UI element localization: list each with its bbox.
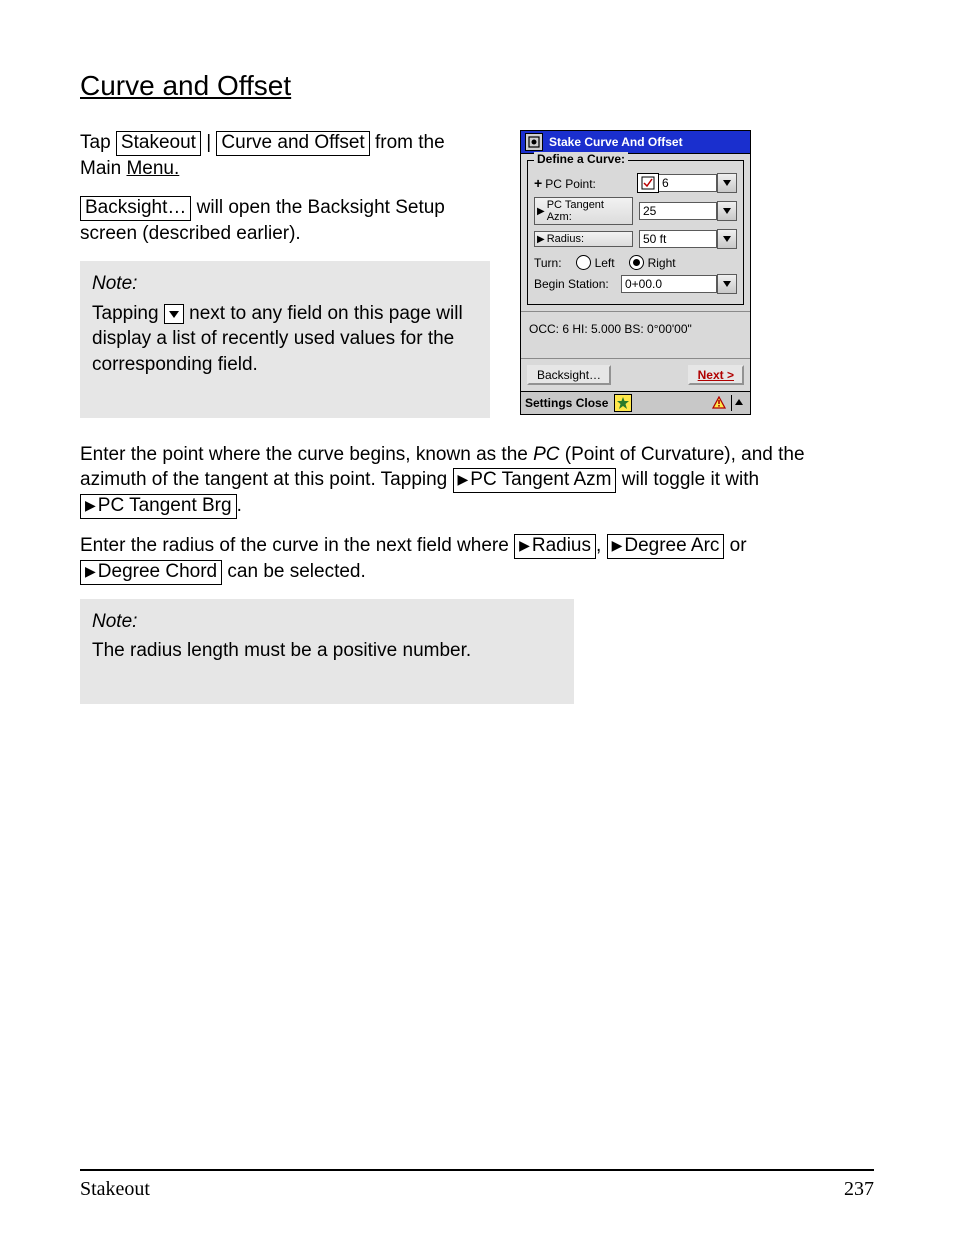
- pc-point-label: +PC Point:: [534, 175, 631, 191]
- pc-e: .: [237, 495, 242, 516]
- backsight-paragraph: Backsight… will open the Backsight Setup…: [80, 195, 490, 246]
- pc-point-dropdown[interactable]: [717, 173, 737, 193]
- radius-row: ▶Radius:: [534, 229, 737, 249]
- bottom-bar: Settings Close: [521, 391, 750, 414]
- up-arrow-icon[interactable]: [731, 395, 746, 411]
- backsight-button[interactable]: Backsight…: [527, 365, 611, 385]
- footer-buttons: Backsight… Next >: [521, 358, 750, 391]
- begin-station-label: Begin Station:: [534, 277, 615, 291]
- pc-tangent-brg-button[interactable]: ▶PC Tangent Brg: [80, 494, 237, 519]
- intro-text-a: Tap: [80, 132, 116, 153]
- radius-paragraph: Enter the radius of the curve in the nex…: [80, 533, 874, 585]
- pc-d: will toggle it with: [622, 469, 759, 490]
- window-title: Stake Curve And Offset: [549, 135, 683, 149]
- pc-b: PC: [533, 444, 565, 465]
- warning-icon[interactable]: [711, 395, 727, 411]
- radius-input[interactable]: [639, 230, 717, 248]
- left-column: Tap Stakeout | Curve and Offset from the…: [80, 130, 490, 432]
- pc-paragraph: Enter the point where the curve begins, …: [80, 442, 874, 519]
- status-line: OCC: 6 HI: 5.000 BS: 0°00'00": [521, 311, 750, 358]
- screenshot-panel: Stake Curve And Offset Define a Curve: +…: [520, 130, 751, 432]
- star-icon[interactable]: [614, 394, 632, 412]
- dropdown-icon[interactable]: [164, 304, 184, 324]
- page-title: Curve and Offset: [80, 70, 874, 102]
- radius-button[interactable]: ▶Radius: [514, 534, 596, 559]
- r-c: or: [724, 535, 746, 556]
- stakeout-button[interactable]: Stakeout: [116, 131, 201, 156]
- radius-toggle[interactable]: ▶Radius:: [534, 231, 633, 247]
- note1-title: Note:: [92, 271, 478, 297]
- intro-paragraph: Tap Stakeout | Curve and Offset from the…: [80, 130, 490, 181]
- page-footer: Stakeout 237: [80, 1178, 874, 1201]
- settings-link[interactable]: Settings: [525, 396, 572, 410]
- degree-chord-button[interactable]: ▶Degree Chord: [80, 560, 222, 585]
- group-legend: Define a Curve:: [534, 152, 628, 166]
- footer-rule: [80, 1169, 874, 1171]
- begin-station-row: Begin Station:: [534, 274, 737, 294]
- note2-text: The radius length must be a positive num…: [92, 640, 471, 661]
- pc-azm-input[interactable]: [639, 202, 717, 220]
- note-box-2: Note: The radius length must be a positi…: [80, 599, 574, 704]
- footer-right: 237: [844, 1178, 874, 1201]
- pc-a: Enter the point where the curve begins, …: [80, 444, 533, 465]
- next-button[interactable]: Next >: [688, 365, 744, 385]
- curve-and-offset-button[interactable]: Curve and Offset: [216, 131, 369, 156]
- degree-arc-button[interactable]: ▶Degree Arc: [607, 534, 725, 559]
- window-icon: [525, 133, 543, 151]
- note-box-1: Note: Tapping next to any field on this …: [80, 261, 490, 418]
- map-picker-icon[interactable]: [637, 173, 659, 193]
- backsight-button-ref[interactable]: Backsight…: [80, 196, 191, 221]
- footer-left: Stakeout: [80, 1178, 150, 1201]
- begin-station-dropdown[interactable]: [717, 274, 737, 294]
- intro-pipe: |: [206, 132, 216, 153]
- r-d: can be selected.: [222, 561, 366, 582]
- note1-text-a: Tapping: [92, 303, 164, 324]
- close-link[interactable]: Close: [576, 396, 609, 410]
- define-curve-group: Define a Curve: +PC Point:: [527, 160, 744, 305]
- turn-label: Turn:: [534, 256, 562, 270]
- pc-point-row: +PC Point:: [534, 173, 737, 193]
- radius-dropdown[interactable]: [717, 229, 737, 249]
- pc-tangent-azm-button[interactable]: ▶PC Tangent Azm: [453, 468, 617, 493]
- pc-point-input[interactable]: [659, 174, 717, 192]
- turn-left-radio[interactable]: Left: [576, 255, 615, 270]
- r-b: ,: [596, 535, 607, 556]
- window-titlebar: Stake Curve And Offset: [520, 130, 751, 153]
- turn-row: Turn: Left Right: [534, 255, 737, 270]
- menu-underline: Menu.: [126, 158, 179, 179]
- begin-station-input[interactable]: [621, 275, 717, 293]
- pc-tangent-azm-toggle[interactable]: ▶PC Tangent Azm:: [534, 197, 633, 225]
- r-a: Enter the radius of the curve in the nex…: [80, 535, 514, 556]
- pc-azm-dropdown[interactable]: [717, 201, 737, 221]
- note2-title: Note:: [92, 609, 562, 635]
- window-body: Define a Curve: +PC Point:: [520, 153, 751, 415]
- pc-azm-row: ▶PC Tangent Azm:: [534, 197, 737, 225]
- turn-right-radio[interactable]: Right: [629, 255, 676, 270]
